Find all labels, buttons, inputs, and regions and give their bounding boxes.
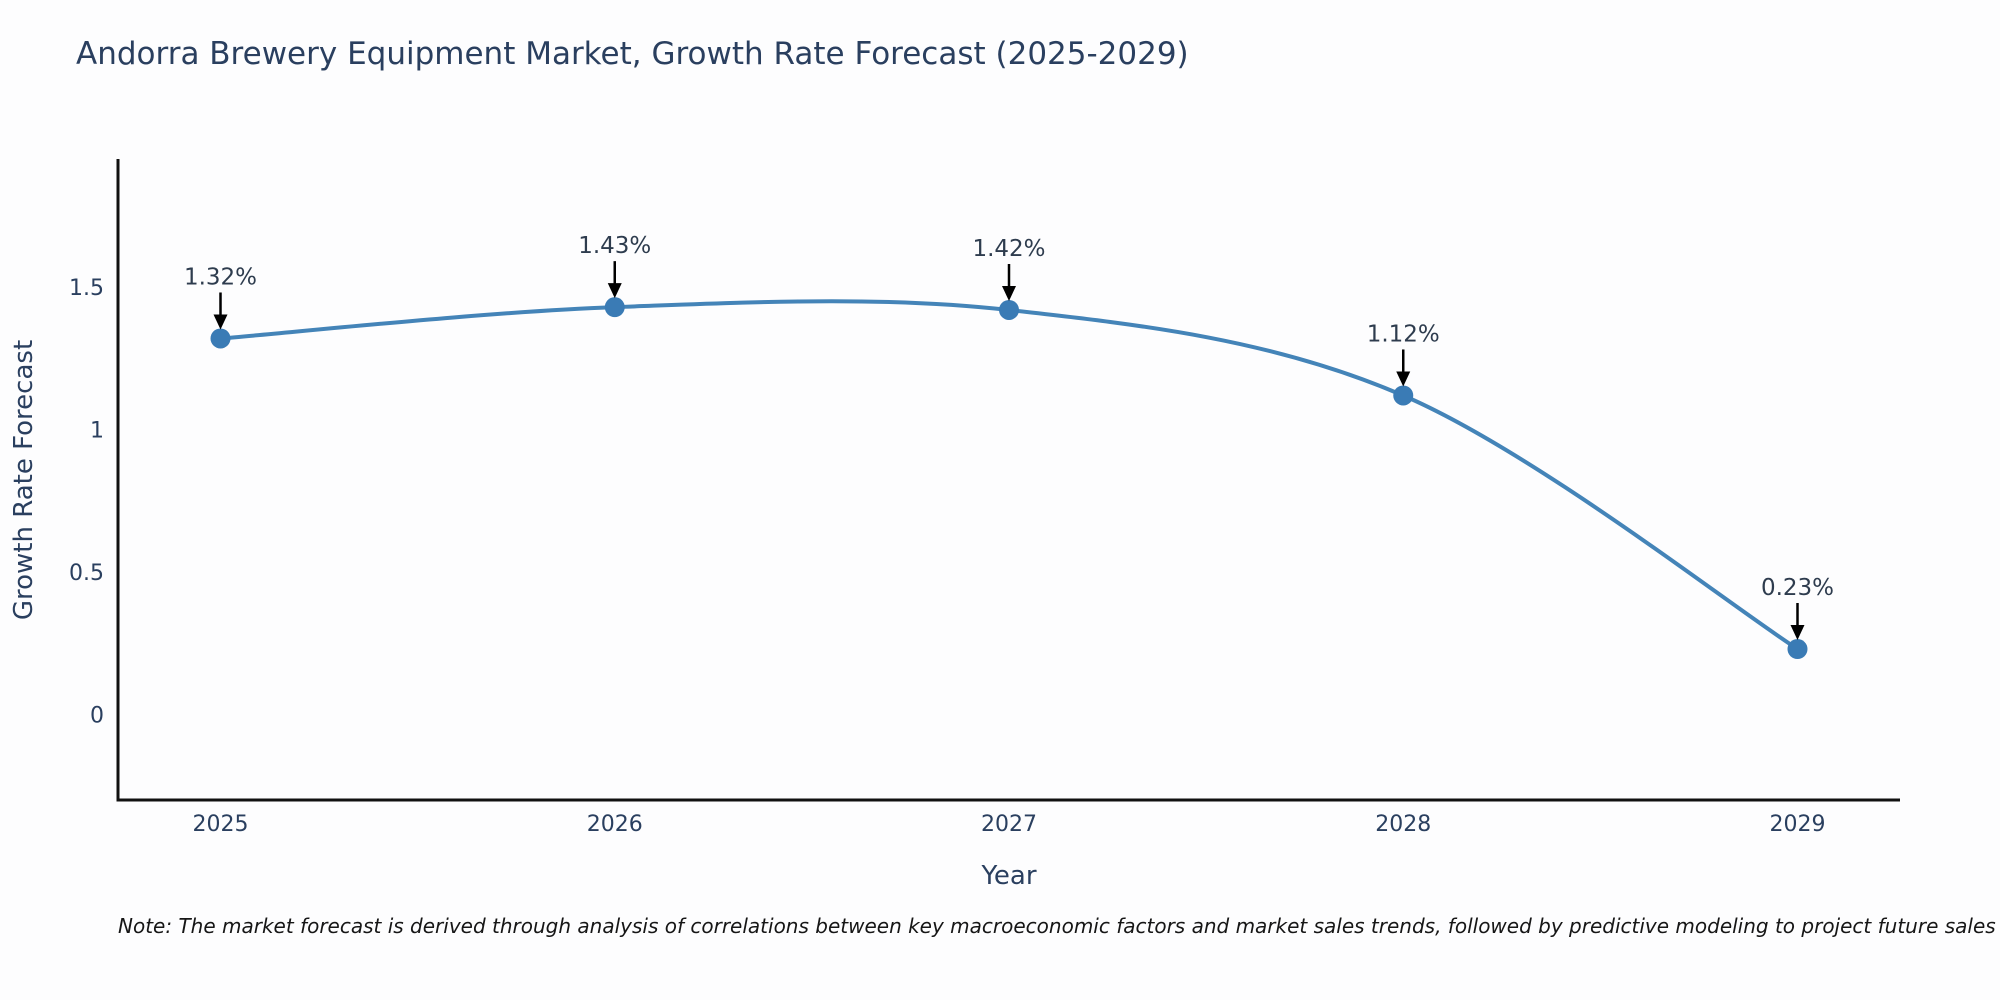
annotation-arrowhead-icon [1790,625,1805,641]
y-tick-label: 0.5 [69,561,104,586]
chart-footnote: Note: The market forecast is derived thr… [118,914,1996,938]
annotation-arrowhead-icon [1002,285,1016,301]
point-value-label: 1.42% [972,236,1045,262]
point-value-label: 1.32% [184,264,257,290]
annotation-arrowhead-icon [1396,371,1411,387]
point-value-label: 1.43% [578,233,651,259]
x-tick-label: 2025 [193,812,249,837]
x-tick-label: 2026 [587,812,643,837]
data-point-marker [1393,385,1414,406]
x-tick-label: 2027 [981,812,1037,837]
x-axis-title: Year [980,861,1036,891]
x-tick-label: 2029 [1769,812,1825,837]
point-value-label: 1.12% [1367,321,1440,347]
point-value-label: 0.23% [1761,575,1834,601]
data-point-marker [999,299,1019,320]
annotation-arrowhead-icon [607,283,622,299]
data-point-marker [604,297,625,318]
forecast-line [218,299,1800,651]
y-tick-label: 1.5 [69,276,104,301]
annotation-arrowhead-icon [213,314,228,330]
chart-title: Andorra Brewery Equipment Market, Growth… [76,36,1189,72]
y-tick-label: 1 [90,419,104,444]
y-tick-label: 0 [90,704,104,729]
x-tick-label: 2028 [1375,812,1431,837]
y-axis-title: Growth Rate Forecast [9,340,39,620]
data-point-marker [1787,639,1808,660]
data-point-marker [210,328,231,349]
